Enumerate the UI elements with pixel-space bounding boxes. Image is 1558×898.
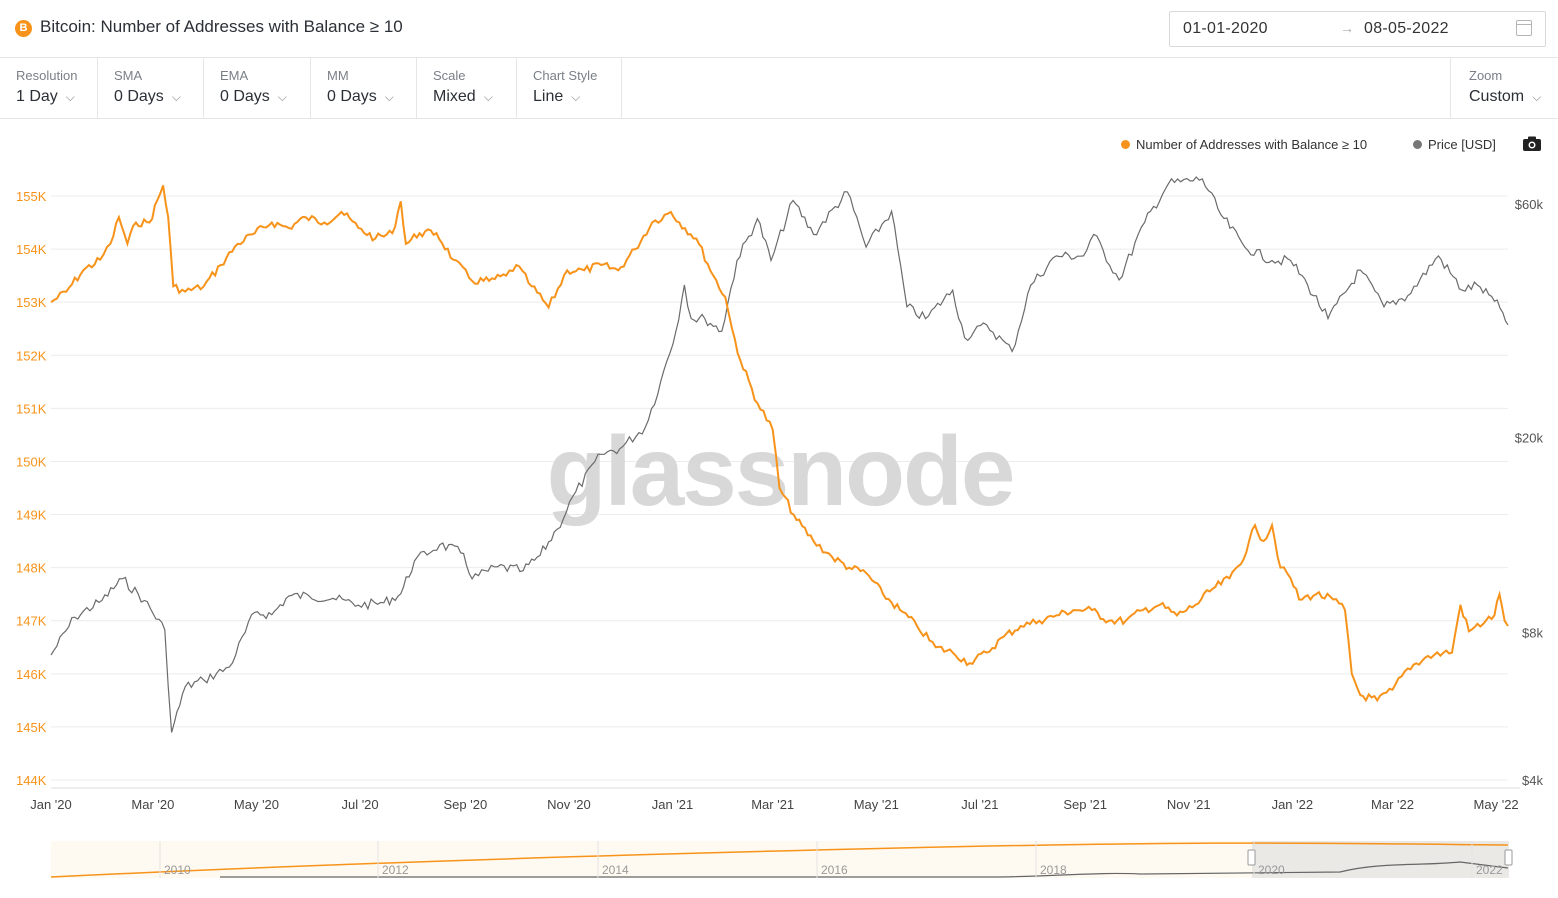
- y-left-tick-label: 147K: [16, 614, 47, 629]
- y-left-tick-label: 153K: [16, 295, 47, 310]
- resolution-select[interactable]: Resolution 1 Day ⌵: [0, 58, 98, 118]
- x-tick-label: May '22: [1474, 797, 1519, 812]
- scale-label: Scale: [433, 68, 466, 83]
- sma-label: SMA: [114, 68, 143, 83]
- y-left-tick-label: 145K: [16, 720, 47, 735]
- y-left-tick-label: 146K: [16, 667, 47, 682]
- navigator-tick-label: 2010: [164, 863, 191, 877]
- x-tick-label: Nov '21: [1167, 797, 1211, 812]
- y-left-tick-label: 148K: [16, 561, 47, 576]
- navigator-addresses-line: [50, 842, 1509, 878]
- price-series: [50, 176, 1509, 733]
- sma-value: 0 Days: [114, 88, 164, 105]
- calendar-icon[interactable]: [1516, 20, 1532, 36]
- chevron-down-icon: ⌵: [384, 90, 394, 104]
- navigator-price-line: [220, 861, 1509, 878]
- navigator-tick-label: 2012: [382, 863, 409, 877]
- x-tick-label: Jul '20: [341, 797, 378, 812]
- legend-dot: [1413, 140, 1422, 149]
- y-left-tick-label: 154K: [16, 242, 47, 257]
- navigator-handle-right[interactable]: [1504, 849, 1513, 866]
- zoom-select[interactable]: Zoom Custom ⌵: [1450, 58, 1558, 118]
- date-end-input[interactable]: 08-05-2022: [1364, 20, 1449, 37]
- mm-value: 0 Days: [327, 88, 377, 105]
- chevron-down-icon: ⌵: [571, 90, 581, 104]
- y-axis-left: 155K 154K 153K 152K 151K 150K 149K 148K 147K 146K…: [16, 189, 47, 788]
- ema-value: 0 Days: [220, 88, 270, 105]
- x-tick-label: Mar '22: [1371, 797, 1414, 812]
- chart-style-label: Chart Style: [533, 68, 598, 83]
- legend-label: Price [USD]: [1428, 137, 1496, 152]
- chart-style-value: Line: [533, 88, 564, 105]
- ema-label: EMA: [220, 68, 249, 83]
- x-tick-label: Jan '22: [1272, 797, 1314, 812]
- zoom-label: Zoom: [1469, 68, 1503, 83]
- x-tick-label: Sep '21: [1063, 797, 1107, 812]
- y-left-tick-label: 152K: [16, 348, 47, 363]
- y-right-tick-label: $4k: [1522, 773, 1543, 788]
- ema-select[interactable]: EMA 0 Days ⌵: [204, 58, 311, 118]
- y-right-tick-label: $20k: [1515, 431, 1544, 446]
- y-left-tick-label: 155K: [16, 189, 47, 204]
- chart-toolbar: Resolution 1 Day ⌵ SMA 0 Days ⌵ EMA 0 Days…: [0, 58, 1558, 119]
- x-tick-label: Sep '20: [444, 797, 488, 812]
- navigator-tick-label: 2020: [1258, 863, 1285, 877]
- navigator: 2010 2012 2014 2016 2018 2020 2022: [50, 841, 1513, 878]
- scale-value: Mixed: [433, 88, 476, 105]
- x-tick-label: May '20: [234, 797, 279, 812]
- x-tick-label: Jan '20: [30, 797, 72, 812]
- legend-item-price[interactable]: Price [USD]: [1413, 137, 1496, 152]
- sma-select[interactable]: SMA 0 Days ⌵: [98, 58, 204, 118]
- x-tick-label: Jan '21: [652, 797, 694, 812]
- mm-select[interactable]: MM 0 Days ⌵: [311, 58, 417, 118]
- x-axis: Jan '20 Mar '20 May '20 Jul '20 Sep '20 Nov '…: [30, 787, 1520, 812]
- date-range-picker[interactable]: 01-01-2020 → 08-05-2022: [1169, 11, 1546, 47]
- navigator-tick-label: 2018: [1040, 863, 1067, 877]
- x-tick-label: Mar '20: [131, 797, 174, 812]
- x-tick-label: Mar '21: [751, 797, 794, 812]
- y-right-tick-label: $8k: [1522, 626, 1543, 641]
- legend-dot: [1121, 140, 1130, 149]
- chevron-down-icon: ⌵: [65, 90, 75, 104]
- scale-select[interactable]: Scale Mixed ⌵: [417, 58, 517, 118]
- legend-label: Number of Addresses with Balance ≥ 10: [1136, 137, 1368, 152]
- chevron-down-icon: ⌵: [277, 90, 287, 104]
- y-right-tick-label: $60k: [1515, 197, 1544, 212]
- resolution-value: 1 Day: [16, 88, 58, 105]
- zoom-value: Custom: [1469, 88, 1525, 105]
- y-left-tick-label: 144K: [16, 773, 47, 788]
- y-axis-right: $60k $20k $8k $4k: [1515, 197, 1544, 788]
- x-tick-label: May '21: [854, 797, 899, 812]
- navigator-tick-label: 2022: [1476, 863, 1503, 877]
- navigator-tick-label: 2014: [602, 863, 629, 877]
- navigator-handle-left[interactable]: [1247, 849, 1256, 866]
- date-start-input[interactable]: 01-01-2020: [1183, 20, 1268, 37]
- watermark: glassnode: [547, 416, 1014, 526]
- y-left-tick-label: 150K: [16, 454, 47, 469]
- chart-header: B Bitcoin: Number of Addresses with Bala…: [0, 0, 1558, 58]
- price-line: [50, 176, 1509, 733]
- x-tick-label: Jul '21: [961, 797, 998, 812]
- resolution-label: Resolution: [16, 68, 78, 83]
- legend-item-addresses[interactable]: Number of Addresses with Balance ≥ 10: [1121, 137, 1367, 152]
- camera-icon[interactable]: [1522, 136, 1542, 152]
- chart-style-select[interactable]: Chart Style Line ⌵: [517, 58, 622, 118]
- chevron-down-icon: ⌵: [483, 90, 493, 104]
- addresses-series: [50, 185, 1509, 703]
- arrow-right-icon: →: [1340, 20, 1354, 36]
- addresses-line: [50, 185, 1509, 703]
- navigator-selection: [1252, 841, 1509, 878]
- mm-label: MM: [327, 68, 349, 83]
- chevron-down-icon: ⌵: [1532, 90, 1542, 104]
- chart-title: Bitcoin: Number of Addresses with Balanc…: [40, 17, 403, 36]
- y-left-tick-label: 149K: [16, 508, 47, 523]
- bitcoin-icon: B: [15, 20, 32, 37]
- y-left-tick-label: 151K: [16, 401, 47, 416]
- grid-lines: [51, 195, 1508, 781]
- chevron-down-icon: ⌵: [171, 90, 181, 104]
- x-tick-label: Nov '20: [547, 797, 591, 812]
- navigator-tick-label: 2016: [821, 863, 848, 877]
